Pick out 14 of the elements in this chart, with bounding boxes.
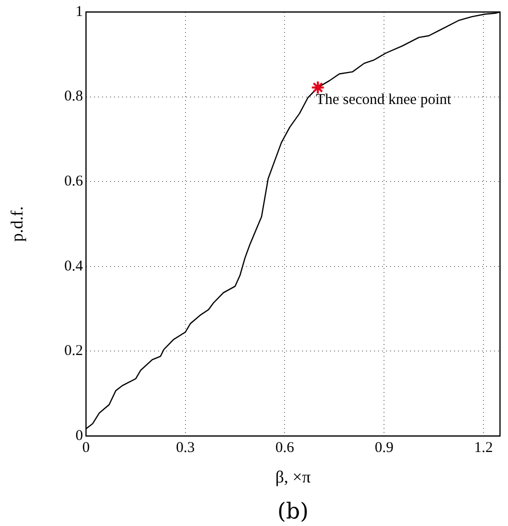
- y-tick-label: 0.4: [64, 258, 84, 274]
- y-tick-label: 0.6: [64, 174, 84, 190]
- y-tick-label: 1: [76, 4, 83, 20]
- x-tick-label: 0.6: [275, 440, 295, 456]
- x-axis-title: β, ×π: [275, 467, 312, 486]
- annotation: The second knee point: [316, 92, 452, 108]
- x-tick-label: 0.9: [374, 440, 394, 456]
- y-tick-label: 0.8: [64, 88, 83, 105]
- x-tick-label: 0.3: [176, 440, 195, 456]
- text: (b): [277, 500, 309, 525]
- x-tick-label: 1.2: [474, 440, 493, 456]
- y-tick-label: 0: [76, 428, 83, 444]
- y-axis-title: p.d.f.: [8, 206, 27, 242]
- y-tick-label: 0.2: [64, 343, 83, 360]
